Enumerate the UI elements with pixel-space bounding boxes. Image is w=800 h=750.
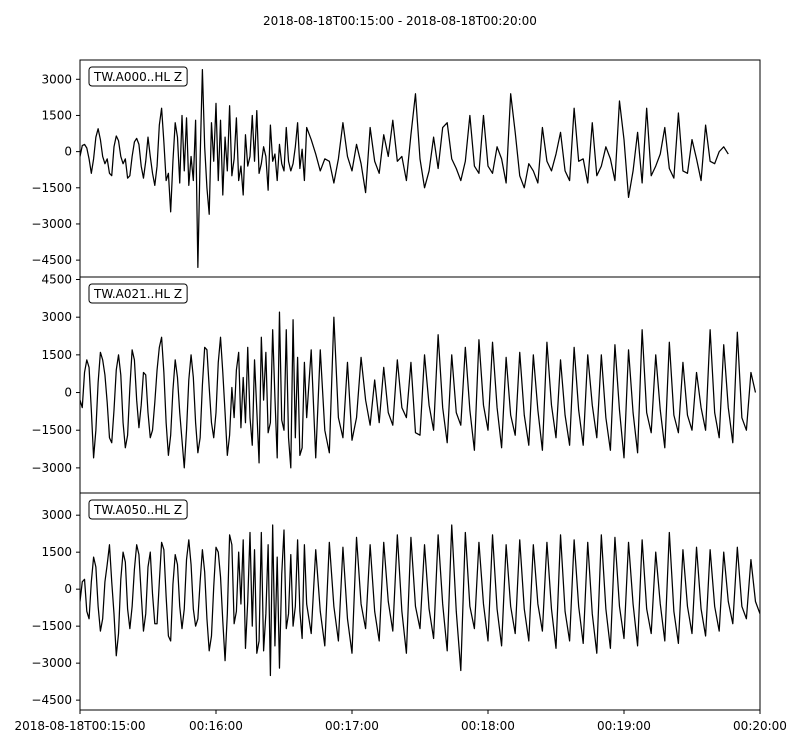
trace-label-text: TW.A000..HL Z — [93, 70, 182, 84]
trace-label-box — [88, 283, 188, 304]
trace-line-1 — [80, 69, 729, 268]
panel-frame-3 — [79, 492, 761, 711]
y-tick-label: 3000 — [41, 508, 72, 522]
y-tick-label: −3000 — [31, 217, 72, 231]
y-tick-label: −4500 — [31, 693, 72, 707]
panel-2: 4500 3000 1500 0 −1500 −3000 TW.A021..HL Z — [31, 273, 761, 494]
panel-frame-1 — [79, 59, 761, 278]
panel-3: 3000 1500 0 −1500 −3000 −4500 TW.A050..HL Z — [31, 492, 761, 714]
trace-label-text: TW.A050..HL Z — [93, 503, 182, 517]
x-tick-label: 00:17:00 — [325, 719, 379, 733]
y-tick-label: 3000 — [41, 310, 72, 324]
y-tick-label: 0 — [64, 145, 72, 159]
y-tick-label: 1500 — [41, 545, 72, 559]
y-tick-label: −4500 — [31, 253, 72, 267]
x-tick-label: 00:20:00 — [733, 719, 787, 733]
panels-group: 3000 1500 0 −1500 −3000 −4500 TW.A000..HL Z 450… — [31, 59, 761, 714]
trace-label-3: TW.A050..HL Z — [88, 499, 188, 520]
x-axis: 2018-08-18T00:15:00 00:16:00 00:17:00 00:18… — [15, 719, 787, 733]
x-tick-label: 00:19:00 — [597, 719, 651, 733]
y-tick-label: −1500 — [31, 423, 72, 437]
y-tick-label: 1500 — [41, 108, 72, 122]
trace-label-2: TW.A021..HL Z — [88, 283, 188, 304]
trace-line-2 — [80, 311, 757, 469]
trace-label-box — [88, 499, 188, 520]
y-tick-label: −1500 — [31, 181, 72, 195]
y-tick-label: 0 — [64, 386, 72, 400]
y-tick-label: −3000 — [31, 656, 72, 670]
trace-label-text: TW.A021..HL Z — [93, 287, 182, 301]
x-tick-label: 00:16:00 — [189, 719, 243, 733]
y-tick-label: 0 — [64, 582, 72, 596]
x-tick-label: 00:18:00 — [461, 719, 515, 733]
trace-line-3 — [80, 524, 760, 677]
y-tick-label: 3000 — [41, 72, 72, 86]
figure-title: 2018-08-18T00:15:00 - 2018-08-18T00:20:0… — [263, 14, 537, 28]
trace-label-1: TW.A000..HL Z — [88, 66, 188, 87]
y-tick-label: −1500 — [31, 619, 72, 633]
panel-1: 3000 1500 0 −1500 −3000 −4500 TW.A000..HL Z — [31, 59, 761, 278]
y-tick-label: 1500 — [41, 348, 72, 362]
y-tick-label: −3000 — [31, 461, 72, 475]
y-tick-label: 4500 — [41, 273, 72, 287]
x-tick-label: 2018-08-18T00:15:00 — [15, 719, 146, 733]
trace-label-box — [88, 66, 188, 87]
